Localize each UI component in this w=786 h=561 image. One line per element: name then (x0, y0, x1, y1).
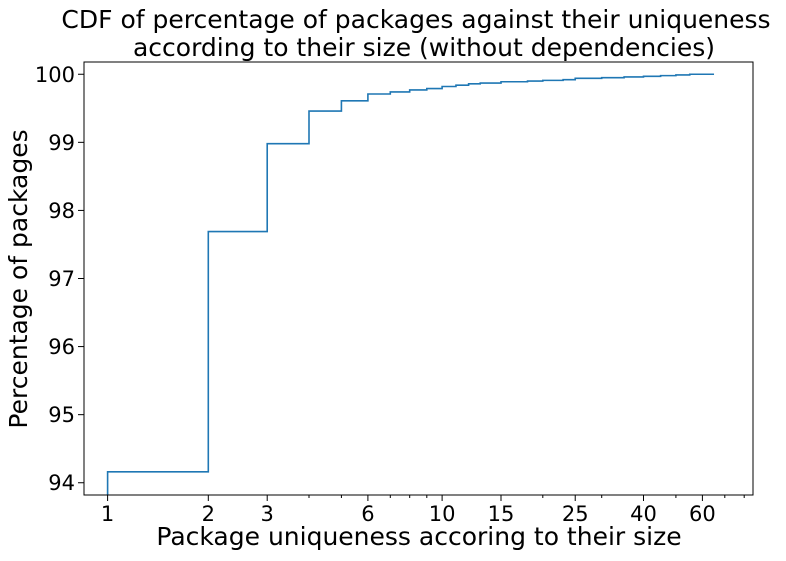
y-axis-ticks: 94 95 96 97 98 99 100 (35, 63, 84, 495)
y-tick-label: 99 (48, 131, 75, 155)
x-tick-label: 10 (429, 502, 456, 526)
y-tick-label: 94 (48, 471, 75, 495)
x-axis-label: Package uniqueness accoring to their siz… (156, 522, 681, 551)
y-tick-label: 95 (48, 403, 75, 427)
x-tick-label: 15 (488, 502, 515, 526)
x-axis-ticks: 1 2 3 6 10 15 25 40 60 (101, 495, 745, 526)
x-tick-label: 6 (361, 502, 374, 526)
cdf-series-line (106, 73, 715, 495)
y-tick-label: 97 (48, 267, 75, 291)
x-tick-label: 40 (630, 502, 657, 526)
y-axis-label: Percentage of packages (4, 129, 33, 428)
y-tick-label: 100 (35, 63, 75, 87)
x-tick-label: 60 (689, 502, 716, 526)
x-tick-label: 1 (101, 502, 114, 526)
chart-title-line-1: CDF of percentage of packages against th… (61, 5, 770, 34)
series-layer (106, 73, 715, 495)
y-tick-label: 98 (48, 199, 75, 223)
chart-title-line-2: according to their size (without depende… (133, 33, 715, 62)
plot-frame (83, 61, 754, 496)
x-tick-label: 2 (202, 502, 215, 526)
y-tick-label: 96 (48, 335, 75, 359)
x-tick-label: 25 (562, 502, 589, 526)
x-tick-label: 3 (261, 502, 274, 526)
